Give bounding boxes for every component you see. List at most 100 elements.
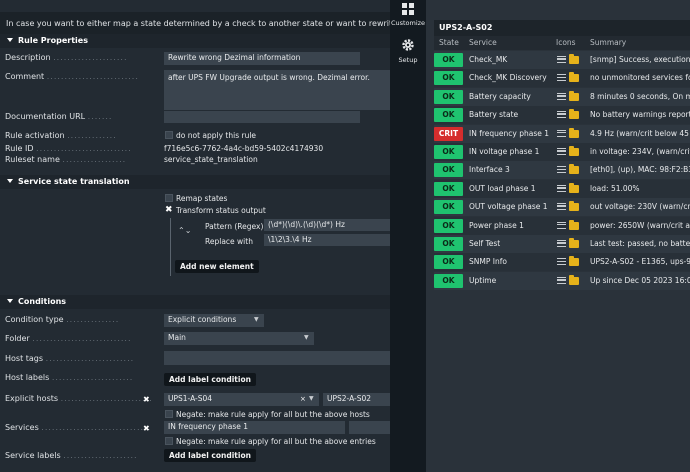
folder-icon[interactable]: [569, 238, 579, 248]
folder-icon[interactable]: [569, 127, 579, 138]
pattern-label: Pattern (Regex): [205, 222, 264, 231]
folder-icon[interactable]: [569, 274, 579, 285]
service-name-link[interactable]: Uptime: [469, 275, 497, 285]
service-name-link[interactable]: Check_MK Discovery: [469, 73, 547, 83]
table-row[interactable]: OK IN voltage phase 1 in voltage: 234V, (w…: [434, 143, 690, 161]
summary-text: 8 minutes 0 seconds, On ma: [590, 91, 690, 101]
setup-label[interactable]: Setup: [398, 56, 418, 64]
host-title[interactable]: UPS2-A-S02: [434, 20, 690, 36]
do-not-apply-checkbox[interactable]: [165, 131, 173, 139]
rule-id-label: Rule ID ...........................: [5, 144, 132, 153]
add-new-element-button[interactable]: Add new element: [175, 260, 259, 273]
add-host-label-condition-button[interactable]: Add label condition: [164, 373, 256, 386]
service-name-link[interactable]: OUT load phase 1: [469, 183, 536, 193]
col-summary[interactable]: Summary: [590, 38, 627, 47]
description-input[interactable]: Rewrite wrong Dezimal information: [164, 52, 360, 65]
host-tags-area[interactable]: [164, 351, 390, 365]
state-badge: OK: [434, 218, 463, 233]
service-name-link[interactable]: IN voltage phase 1: [469, 147, 540, 156]
checked-x-icon[interactable]: ✖: [143, 395, 150, 404]
collapse-triangle-icon: [7, 38, 13, 42]
table-row[interactable]: OK Battery capacity 8 minutes 0 seconds, O…: [434, 87, 690, 106]
service-name-link[interactable]: Check_MK: [469, 55, 508, 64]
menu-icon[interactable]: [557, 258, 566, 266]
comment-textarea[interactable]: after UPS FW Upgrade output is wrong. De…: [164, 70, 390, 110]
service-name-link[interactable]: Interface 3: [469, 165, 510, 175]
add-service-label-condition-button[interactable]: Add label condition: [164, 449, 256, 462]
list-bracket-line: [170, 218, 171, 276]
clear-x-icon[interactable]: ×: [300, 395, 306, 403]
folder-icon[interactable]: [569, 109, 579, 120]
menu-icon[interactable]: [557, 111, 566, 119]
checked-x-icon[interactable]: ✖: [143, 424, 150, 433]
section-conditions[interactable]: Conditions: [0, 295, 390, 309]
folder-icon[interactable]: [569, 72, 579, 83]
setup-gear-icon[interactable]: [401, 38, 415, 52]
menu-icon[interactable]: [557, 240, 566, 247]
service2-input[interactable]: [349, 421, 390, 434]
section-rule-properties[interactable]: Rule Properties: [0, 34, 390, 48]
menu-icon[interactable]: [557, 221, 566, 229]
table-row[interactable]: CRIT IN frequency phase 1 4.9 Hz (warn/cri…: [434, 124, 690, 143]
folder-icon[interactable]: [569, 90, 579, 101]
table-row[interactable]: OK Power phase 1 power: 2650W (warn/crit a…: [434, 216, 690, 235]
service-name-link[interactable]: Battery capacity: [469, 91, 531, 101]
service-name-link[interactable]: SNMP Info: [469, 257, 507, 267]
service-name-link[interactable]: OUT voltage phase 1: [469, 202, 548, 212]
host2-input[interactable]: UPS2-A-S02: [323, 393, 390, 406]
pattern-input[interactable]: (\d*)(\d)\.(\d)(\d*) Hz: [264, 219, 390, 231]
service1-input[interactable]: IN frequency phase 1: [164, 421, 345, 434]
state-badge: OK: [434, 71, 463, 86]
menu-icon[interactable]: [557, 129, 566, 137]
negate-hosts-checkbox[interactable]: [165, 410, 173, 418]
menu-icon[interactable]: [557, 56, 566, 63]
service-name-link[interactable]: Battery state: [469, 110, 519, 120]
host1-input[interactable]: UPS1-A-S04 × ▼: [164, 393, 319, 406]
col-service[interactable]: Service: [469, 38, 497, 47]
state-badge: OK: [434, 53, 463, 67]
table-row[interactable]: OK Interface 3 [eth0], (up), MAC: 98:F2:B3…: [434, 161, 690, 180]
service-name-link[interactable]: Self Test: [469, 239, 501, 248]
condition-type-select[interactable]: Explicit conditions ▼: [164, 314, 264, 327]
table-row[interactable]: OK Battery state No battery warnings repor…: [434, 106, 690, 125]
folder-icon[interactable]: [569, 201, 579, 212]
menu-icon[interactable]: [557, 92, 566, 100]
state-badge: OK: [434, 108, 463, 123]
folder-icon[interactable]: [569, 182, 579, 193]
replace-input[interactable]: \1\2\3.\4 Hz: [264, 234, 390, 246]
col-state[interactable]: State: [439, 38, 459, 47]
folder-icon[interactable]: [569, 164, 579, 175]
customize-label[interactable]: Customize: [390, 19, 426, 27]
folder-icon[interactable]: [569, 256, 579, 267]
table-row[interactable]: OK SNMP Info UPS2-A-S02 - E1365, ups-9: [434, 253, 690, 272]
table-row[interactable]: OK Self Test Last test: passed, no battery: [434, 235, 690, 253]
do-not-apply-text: do not apply this rule: [176, 131, 257, 140]
documentation-url-input[interactable]: [164, 111, 360, 123]
table-row[interactable]: OK Check_MK [snmp] Success, execution ti: [434, 51, 690, 69]
move-handle-icon[interactable]: ⌃⌄: [178, 226, 192, 235]
table-row[interactable]: OK OUT voltage phase 1 out voltage: 230V (…: [434, 198, 690, 217]
folder-icon[interactable]: [569, 146, 579, 156]
table-row[interactable]: OK OUT load phase 1 load: 51.00%: [434, 179, 690, 198]
rule-id-value: f716e5c6-7762-4a4c-bd59-5402c4174930: [164, 144, 324, 153]
folder-icon[interactable]: [569, 54, 579, 64]
section-service-state-translation[interactable]: Service state translation: [0, 175, 390, 189]
menu-icon[interactable]: [557, 276, 566, 284]
folder-icon[interactable]: [569, 219, 579, 230]
folder-select[interactable]: Main ▼: [164, 332, 314, 345]
checked-x-icon[interactable]: ✖: [165, 205, 173, 215]
negate-services-checkbox[interactable]: [165, 437, 173, 445]
menu-icon[interactable]: [557, 203, 566, 211]
service-name-link[interactable]: IN frequency phase 1: [469, 128, 549, 138]
menu-icon[interactable]: [557, 166, 566, 174]
service-name-link[interactable]: Power phase 1: [469, 220, 524, 230]
table-row[interactable]: OK Uptime Up since Dec 05 2023 16:00: [434, 271, 690, 290]
state-badge: OK: [434, 89, 463, 104]
remap-states-checkbox[interactable]: [165, 194, 173, 202]
menu-icon[interactable]: [557, 148, 566, 155]
menu-icon[interactable]: [557, 74, 566, 82]
table-row[interactable]: OK Check_MK Discovery no unmonitored servi…: [434, 69, 690, 88]
replace-label: Replace with: [205, 237, 253, 246]
customize-grid-icon[interactable]: [402, 3, 414, 15]
menu-icon[interactable]: [557, 184, 566, 192]
